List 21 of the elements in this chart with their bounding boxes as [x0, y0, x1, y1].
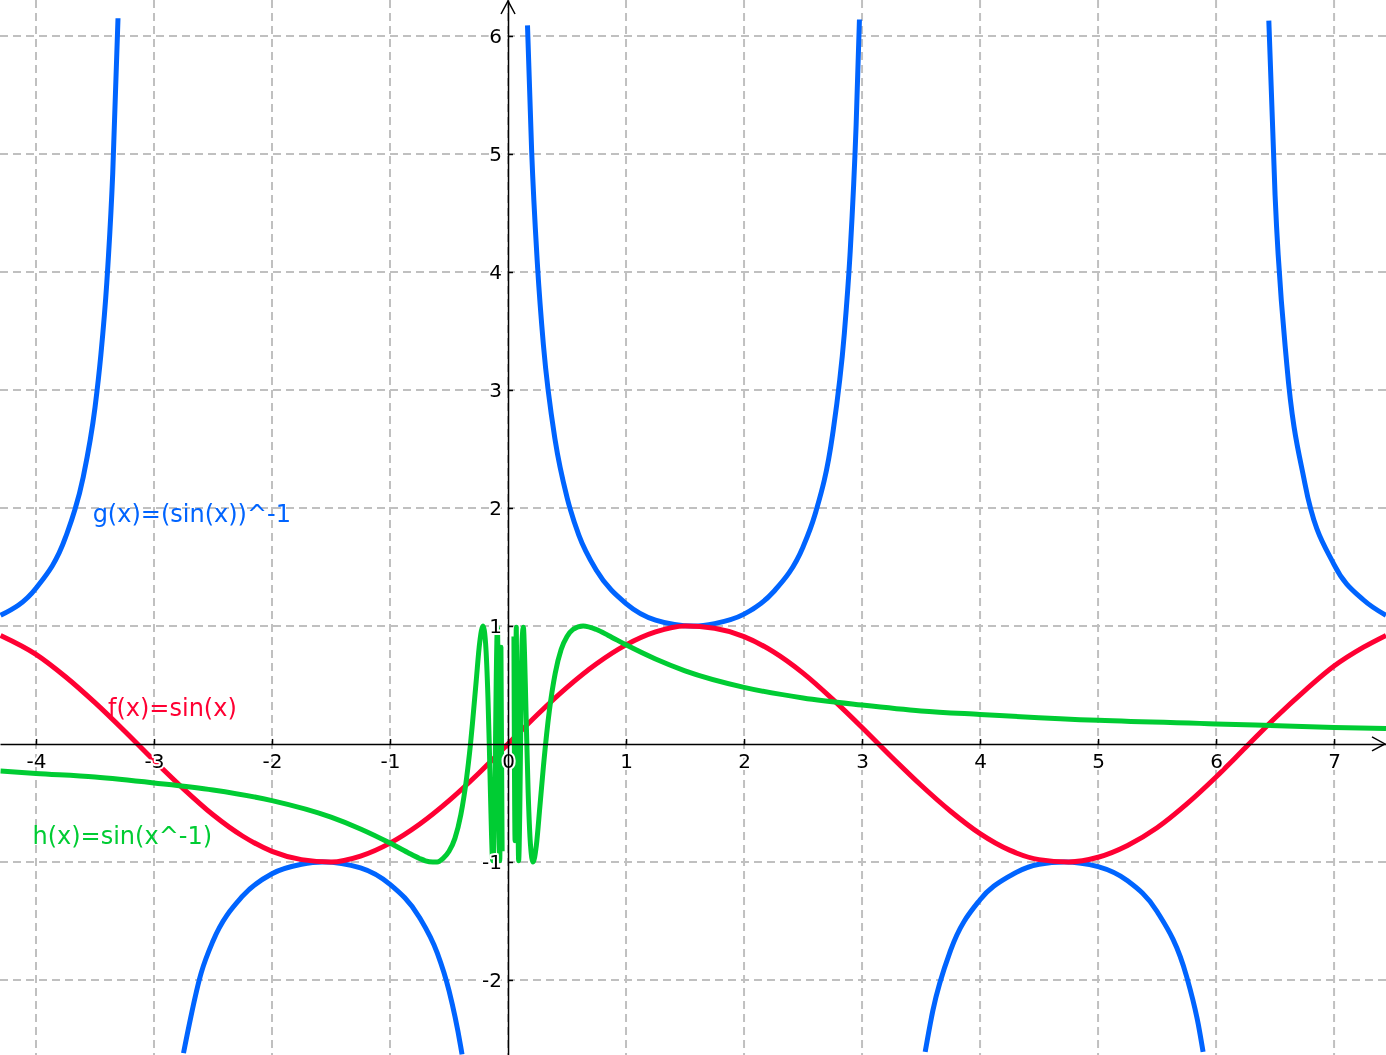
- x-tick-label: -4: [26, 748, 47, 773]
- x-tick-label: -2: [262, 748, 283, 773]
- y-tick-label: -2: [482, 967, 503, 992]
- x-tick-label: 6: [1210, 748, 1223, 773]
- y-tick-label: 4: [489, 259, 503, 284]
- y-tick-label: 2: [489, 495, 503, 520]
- x-tick-label: 2: [738, 748, 751, 773]
- y-tick-label: 6: [489, 23, 503, 48]
- series-label: h(x)=sin(x^-1): [32, 822, 213, 851]
- x-tick-label: 7: [1328, 748, 1341, 773]
- series-label: g(x)=(sin(x))^-1: [92, 500, 291, 529]
- x-tick-label: -1: [380, 748, 401, 773]
- y-tick-label: 3: [489, 377, 503, 402]
- x-tick-label: 4: [974, 748, 987, 773]
- x-tick-label: 1: [620, 748, 633, 773]
- x-tick-label: 3: [856, 748, 869, 773]
- y-tick-label: 5: [489, 141, 503, 166]
- series-label: f(x)=sin(x): [107, 693, 237, 722]
- x-tick-label: 5: [1092, 748, 1105, 773]
- y-tick-label: -1: [482, 849, 503, 874]
- y-tick-label: 1: [489, 613, 503, 638]
